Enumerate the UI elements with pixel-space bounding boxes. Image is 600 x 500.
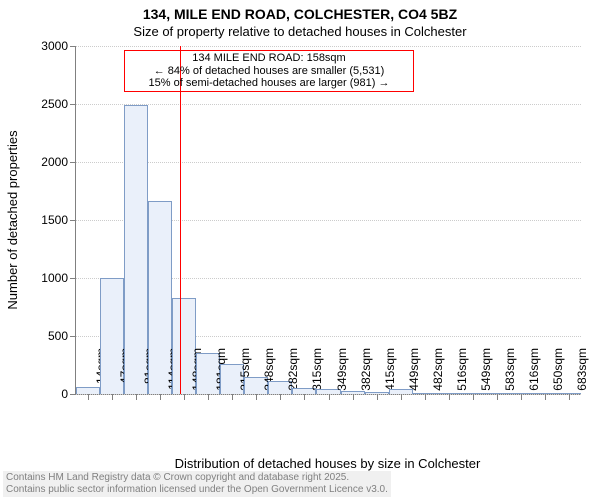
y-tick-label: 2000 <box>41 155 68 169</box>
y-tick-label: 3000 <box>41 39 68 53</box>
annotation-line1: 134 MILE END ROAD: 158sqm <box>131 52 407 65</box>
credits-line-2: Contains public sector information licen… <box>6 484 388 496</box>
x-tick <box>449 394 450 400</box>
annotation-box: 134 MILE END ROAD: 158sqm← 84% of detach… <box>124 50 414 92</box>
title-line-2: Size of property relative to detached ho… <box>0 24 600 39</box>
y-grid-line <box>76 104 581 105</box>
x-tick <box>136 394 137 400</box>
annotation-line3: 15% of semi-detached houses are larger (… <box>131 77 407 90</box>
x-tick <box>569 394 570 400</box>
x-tick <box>232 394 233 400</box>
x-tick <box>304 394 305 400</box>
x-tick <box>521 394 522 400</box>
x-tick <box>473 394 474 400</box>
x-tick <box>545 394 546 400</box>
annotation-line2: ← 84% of detached houses are smaller (5,… <box>131 65 407 78</box>
y-tick-label: 1000 <box>41 271 68 285</box>
y-tick <box>70 46 76 47</box>
y-tick <box>70 220 76 221</box>
x-tick <box>88 394 89 400</box>
x-tick <box>280 394 281 400</box>
y-tick <box>70 104 76 105</box>
x-tick <box>256 394 257 400</box>
property-marker-line <box>180 46 181 394</box>
credits-line-1: Contains HM Land Registry data © Crown c… <box>6 472 388 484</box>
x-tick-label: 683sqm <box>575 348 589 402</box>
x-tick <box>353 394 354 400</box>
x-tick <box>329 394 330 400</box>
x-tick <box>377 394 378 400</box>
y-grid-line <box>76 46 581 47</box>
y-tick <box>70 394 76 395</box>
x-tick <box>208 394 209 400</box>
chart-plot-area: 05001000150020002500300014sqm47sqm81sqm1… <box>75 46 581 395</box>
y-tick-label: 1500 <box>41 213 68 227</box>
credits-box: Contains HM Land Registry data © Crown c… <box>3 471 391 497</box>
x-tick <box>184 394 185 400</box>
x-tick <box>497 394 498 400</box>
y-tick-label: 0 <box>61 387 68 401</box>
x-tick <box>160 394 161 400</box>
title-line-1: 134, MILE END ROAD, COLCHESTER, CO4 5BZ <box>0 6 600 22</box>
y-tick <box>70 336 76 337</box>
y-axis-label: Number of detached properties <box>5 130 20 309</box>
y-grid-line <box>76 162 581 163</box>
x-axis-label: Distribution of detached houses by size … <box>75 456 580 471</box>
y-tick <box>70 162 76 163</box>
y-tick-label: 500 <box>48 329 68 343</box>
x-tick <box>425 394 426 400</box>
x-tick <box>112 394 113 400</box>
y-tick <box>70 278 76 279</box>
y-tick-label: 2500 <box>41 97 68 111</box>
x-tick <box>401 394 402 400</box>
